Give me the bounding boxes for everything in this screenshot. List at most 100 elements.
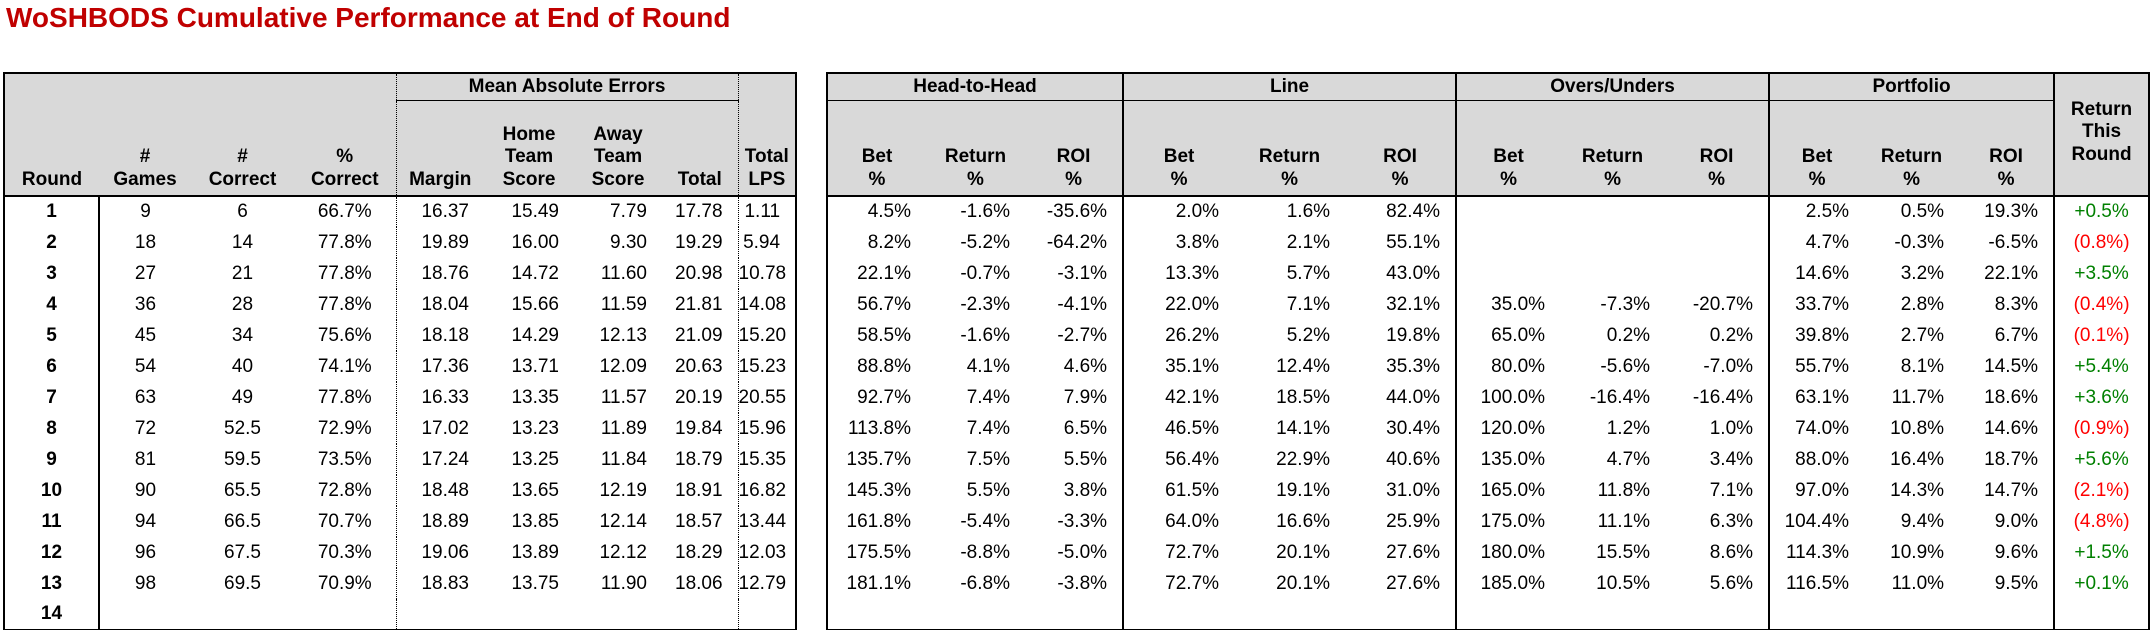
data-cell: 11.8% <box>1597 479 1651 501</box>
data-cell: 9 <box>98 195 191 227</box>
data-cell: 11.0% <box>1891 572 1945 594</box>
data-cell: 18.06 <box>675 572 723 594</box>
data-cell: 69.5 <box>224 572 261 594</box>
data-cell <box>1455 258 1561 289</box>
data-cell: 16.6% <box>1276 510 1331 532</box>
data-cell: 77.8% <box>317 386 372 408</box>
data-cell: 6 <box>191 195 294 227</box>
data-cell: 2.8% <box>1900 293 1945 315</box>
data-cell: 33.7% <box>1768 289 1865 320</box>
data-cell: 96 <box>98 537 191 568</box>
data-cell: 181.1% <box>846 572 911 594</box>
data-cell: 12.13 <box>599 324 647 346</box>
data-cell: 19.06 <box>395 537 484 568</box>
data-cell: -5.2% <box>960 231 1010 253</box>
mae-group-header-row: Mean Absolute Errors <box>4 73 797 101</box>
col-header-margin: Margin <box>395 100 484 196</box>
col-header-return-pct: Return % <box>926 100 1025 196</box>
data-cell: 65.0% <box>1455 320 1561 351</box>
data-cell: 77.8% <box>317 262 372 284</box>
col-header-bet-pct: Bet % <box>827 100 926 196</box>
data-cell: 56.7% <box>857 293 911 315</box>
data-cell: 16.4% <box>1890 448 1945 470</box>
data-cell <box>662 599 738 630</box>
data-cell: -35.6% <box>1025 195 1124 227</box>
data-cell: 7.4% <box>966 386 1010 408</box>
data-cell: 28 <box>231 293 254 315</box>
data-cell: 20.1% <box>1276 541 1331 563</box>
return-this-round-cell: (2.1%) <box>2053 475 2150 506</box>
return-this-round-cell: +1.5% <box>2053 537 2150 568</box>
data-cell: 72 <box>98 413 191 444</box>
data-cell: 145.3% <box>846 479 911 501</box>
table-row: 135.7% 7.5% 5.5% 56.4% 22.9% 40.6% 135.0% 4.7% 3… <box>827 444 2150 475</box>
data-cell <box>1122 599 1235 630</box>
data-cell: 21 <box>231 262 254 284</box>
data-cell: 4.5% <box>827 195 926 227</box>
data-cell: 5.5% <box>1063 448 1108 470</box>
col-header-pct-correct: % Correct <box>294 100 396 196</box>
return-this-round-cell <box>2053 599 2150 630</box>
return-this-round-cell: (0.4%) <box>2053 289 2150 320</box>
data-cell <box>1665 258 1769 289</box>
data-cell: 72.8% <box>317 479 372 501</box>
table-row: 8 72 52.5 72.9% 17.02 13.23 11.89 19.84 15.96 <box>4 413 797 444</box>
data-cell: 27.6% <box>1386 541 1441 563</box>
data-cell: 7.1% <box>1286 293 1331 315</box>
data-cell: 22.9% <box>1276 448 1331 470</box>
data-cell: 165.0% <box>1455 475 1561 506</box>
data-cell: 12.14 <box>599 510 647 532</box>
data-cell: 104.4% <box>1768 506 1865 537</box>
return-this-round-cell: +5.4% <box>2053 351 2150 382</box>
data-cell <box>1345 599 1456 630</box>
data-cell: 14 <box>231 231 254 253</box>
data-cell: 2.7% <box>1900 324 1945 346</box>
header-spacer <box>737 73 797 100</box>
data-cell: 70.7% <box>317 510 372 532</box>
data-cell: 54 <box>98 351 191 382</box>
table-row: 14 <box>4 599 797 630</box>
data-cell: 55.7% <box>1768 351 1865 382</box>
betting-column-header-row: Bet % Return % ROI % Bet % Return % ROI … <box>827 100 2149 196</box>
data-cell <box>574 599 662 630</box>
round-cell: 4 <box>46 293 57 315</box>
data-cell: 52.5 <box>224 417 261 439</box>
data-cell: 19.84 <box>675 417 723 439</box>
data-cell: 12.4% <box>1276 355 1331 377</box>
data-cell: 56.4% <box>1122 444 1235 475</box>
data-cell: -20.7% <box>1692 293 1754 315</box>
data-cell: 6.5% <box>1063 417 1108 439</box>
data-cell: 13.23 <box>511 417 559 439</box>
data-cell: 135.7% <box>846 448 911 470</box>
data-cell: 10.9% <box>1890 541 1945 563</box>
data-cell: 8.1% <box>1900 355 1945 377</box>
data-cell: -64.2% <box>1046 231 1108 253</box>
data-cell: -8.8% <box>960 541 1010 563</box>
data-cell: 18.57 <box>675 510 723 532</box>
data-cell <box>1560 227 1665 258</box>
data-cell: 20.1% <box>1276 572 1331 594</box>
data-cell: 12.03 <box>737 537 797 568</box>
data-cell: 2.1% <box>1286 231 1331 253</box>
table-row: 6 54 40 74.1% 17.36 13.71 12.09 20.63 15.23 <box>4 351 797 382</box>
data-cell: 19.89 <box>395 227 484 258</box>
data-cell: 19.29 <box>675 231 723 253</box>
data-cell: 18.6% <box>1984 386 2039 408</box>
data-cell: 10.78 <box>737 258 797 289</box>
data-cell: 13.3% <box>1122 258 1235 289</box>
page-title: WoSHBODS Cumulative Performance at End o… <box>6 2 731 33</box>
data-cell: 175.5% <box>846 541 911 563</box>
data-cell: 11.57 <box>600 386 647 408</box>
mae-group-header: Mean Absolute Errors <box>395 73 739 101</box>
data-cell: 39.8% <box>1768 320 1865 351</box>
data-cell: 3.8% <box>1122 227 1235 258</box>
data-cell: 12.12 <box>599 541 647 563</box>
data-cell: 88.0% <box>1768 444 1865 475</box>
data-cell: 135.0% <box>1455 444 1561 475</box>
round-cell: 7 <box>46 386 57 408</box>
data-cell: 82.4% <box>1345 195 1457 227</box>
table-row: 92.7% 7.4% 7.9% 42.1% 18.5% 44.0% 100.0% -16.4%… <box>827 382 2150 413</box>
data-cell: 15.20 <box>737 320 797 351</box>
data-cell: 19.8% <box>1386 324 1441 346</box>
col-header-return-pct: Return % <box>1864 100 1960 196</box>
